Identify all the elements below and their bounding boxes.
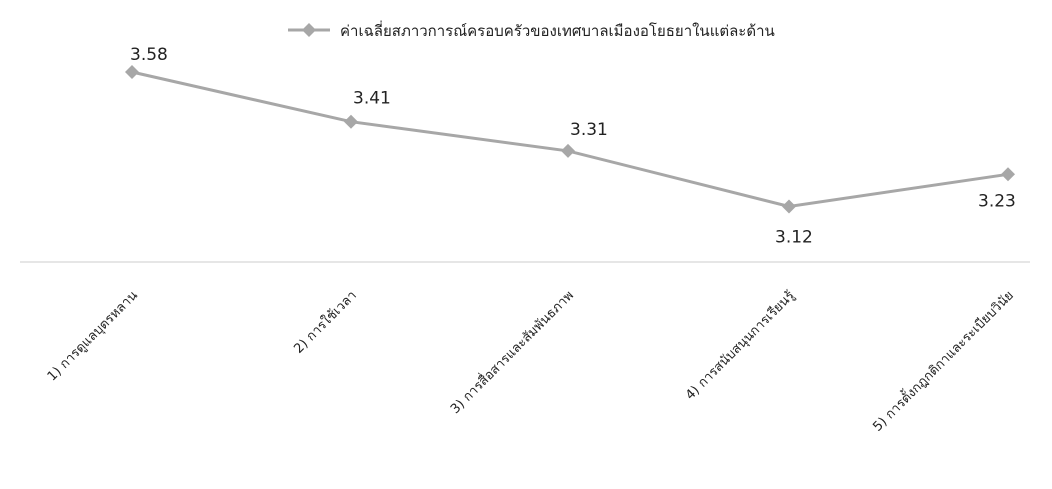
x-tick-label: 4) การสนับสนุนการเรียนรู้	[682, 288, 798, 404]
data-point-marker	[1001, 167, 1015, 182]
x-tick-label: 2) การใช้เวลา	[291, 288, 360, 357]
legend-label: ค่าเฉลี่ยสภาวการณ์ครอบครัวของเทศบาลเมือง…	[340, 20, 775, 40]
legend-marker-swatch	[302, 23, 316, 37]
data-label: 3.41	[353, 89, 391, 109]
data-point-marker	[344, 114, 358, 129]
x-tick-label: 5) การตั้งกฎกติกาและระเบียบวินัย	[868, 286, 1017, 435]
legend: ค่าเฉลี่ยสภาวการณ์ครอบครัวของเทศบาลเมือง…	[288, 20, 775, 40]
data-point-marker	[561, 143, 575, 158]
data-label: 3.23	[978, 191, 1016, 211]
data-point-marker	[125, 65, 139, 79]
data-label: 3.58	[130, 45, 168, 65]
x-tick-label: 1) การดูแลบุตรหลาน	[45, 288, 141, 384]
data-point-marker	[782, 199, 796, 214]
data-label: 3.12	[775, 227, 813, 247]
data-label: 3.31	[570, 120, 608, 140]
x-tick-label: 3) การสื่อสารและสัมพันธภาพ	[447, 287, 577, 417]
plot-area: 3.58 1) การดูแลบุตรหลาน 3.41 2) การใช้เวลา 3…	[45, 45, 1017, 435]
